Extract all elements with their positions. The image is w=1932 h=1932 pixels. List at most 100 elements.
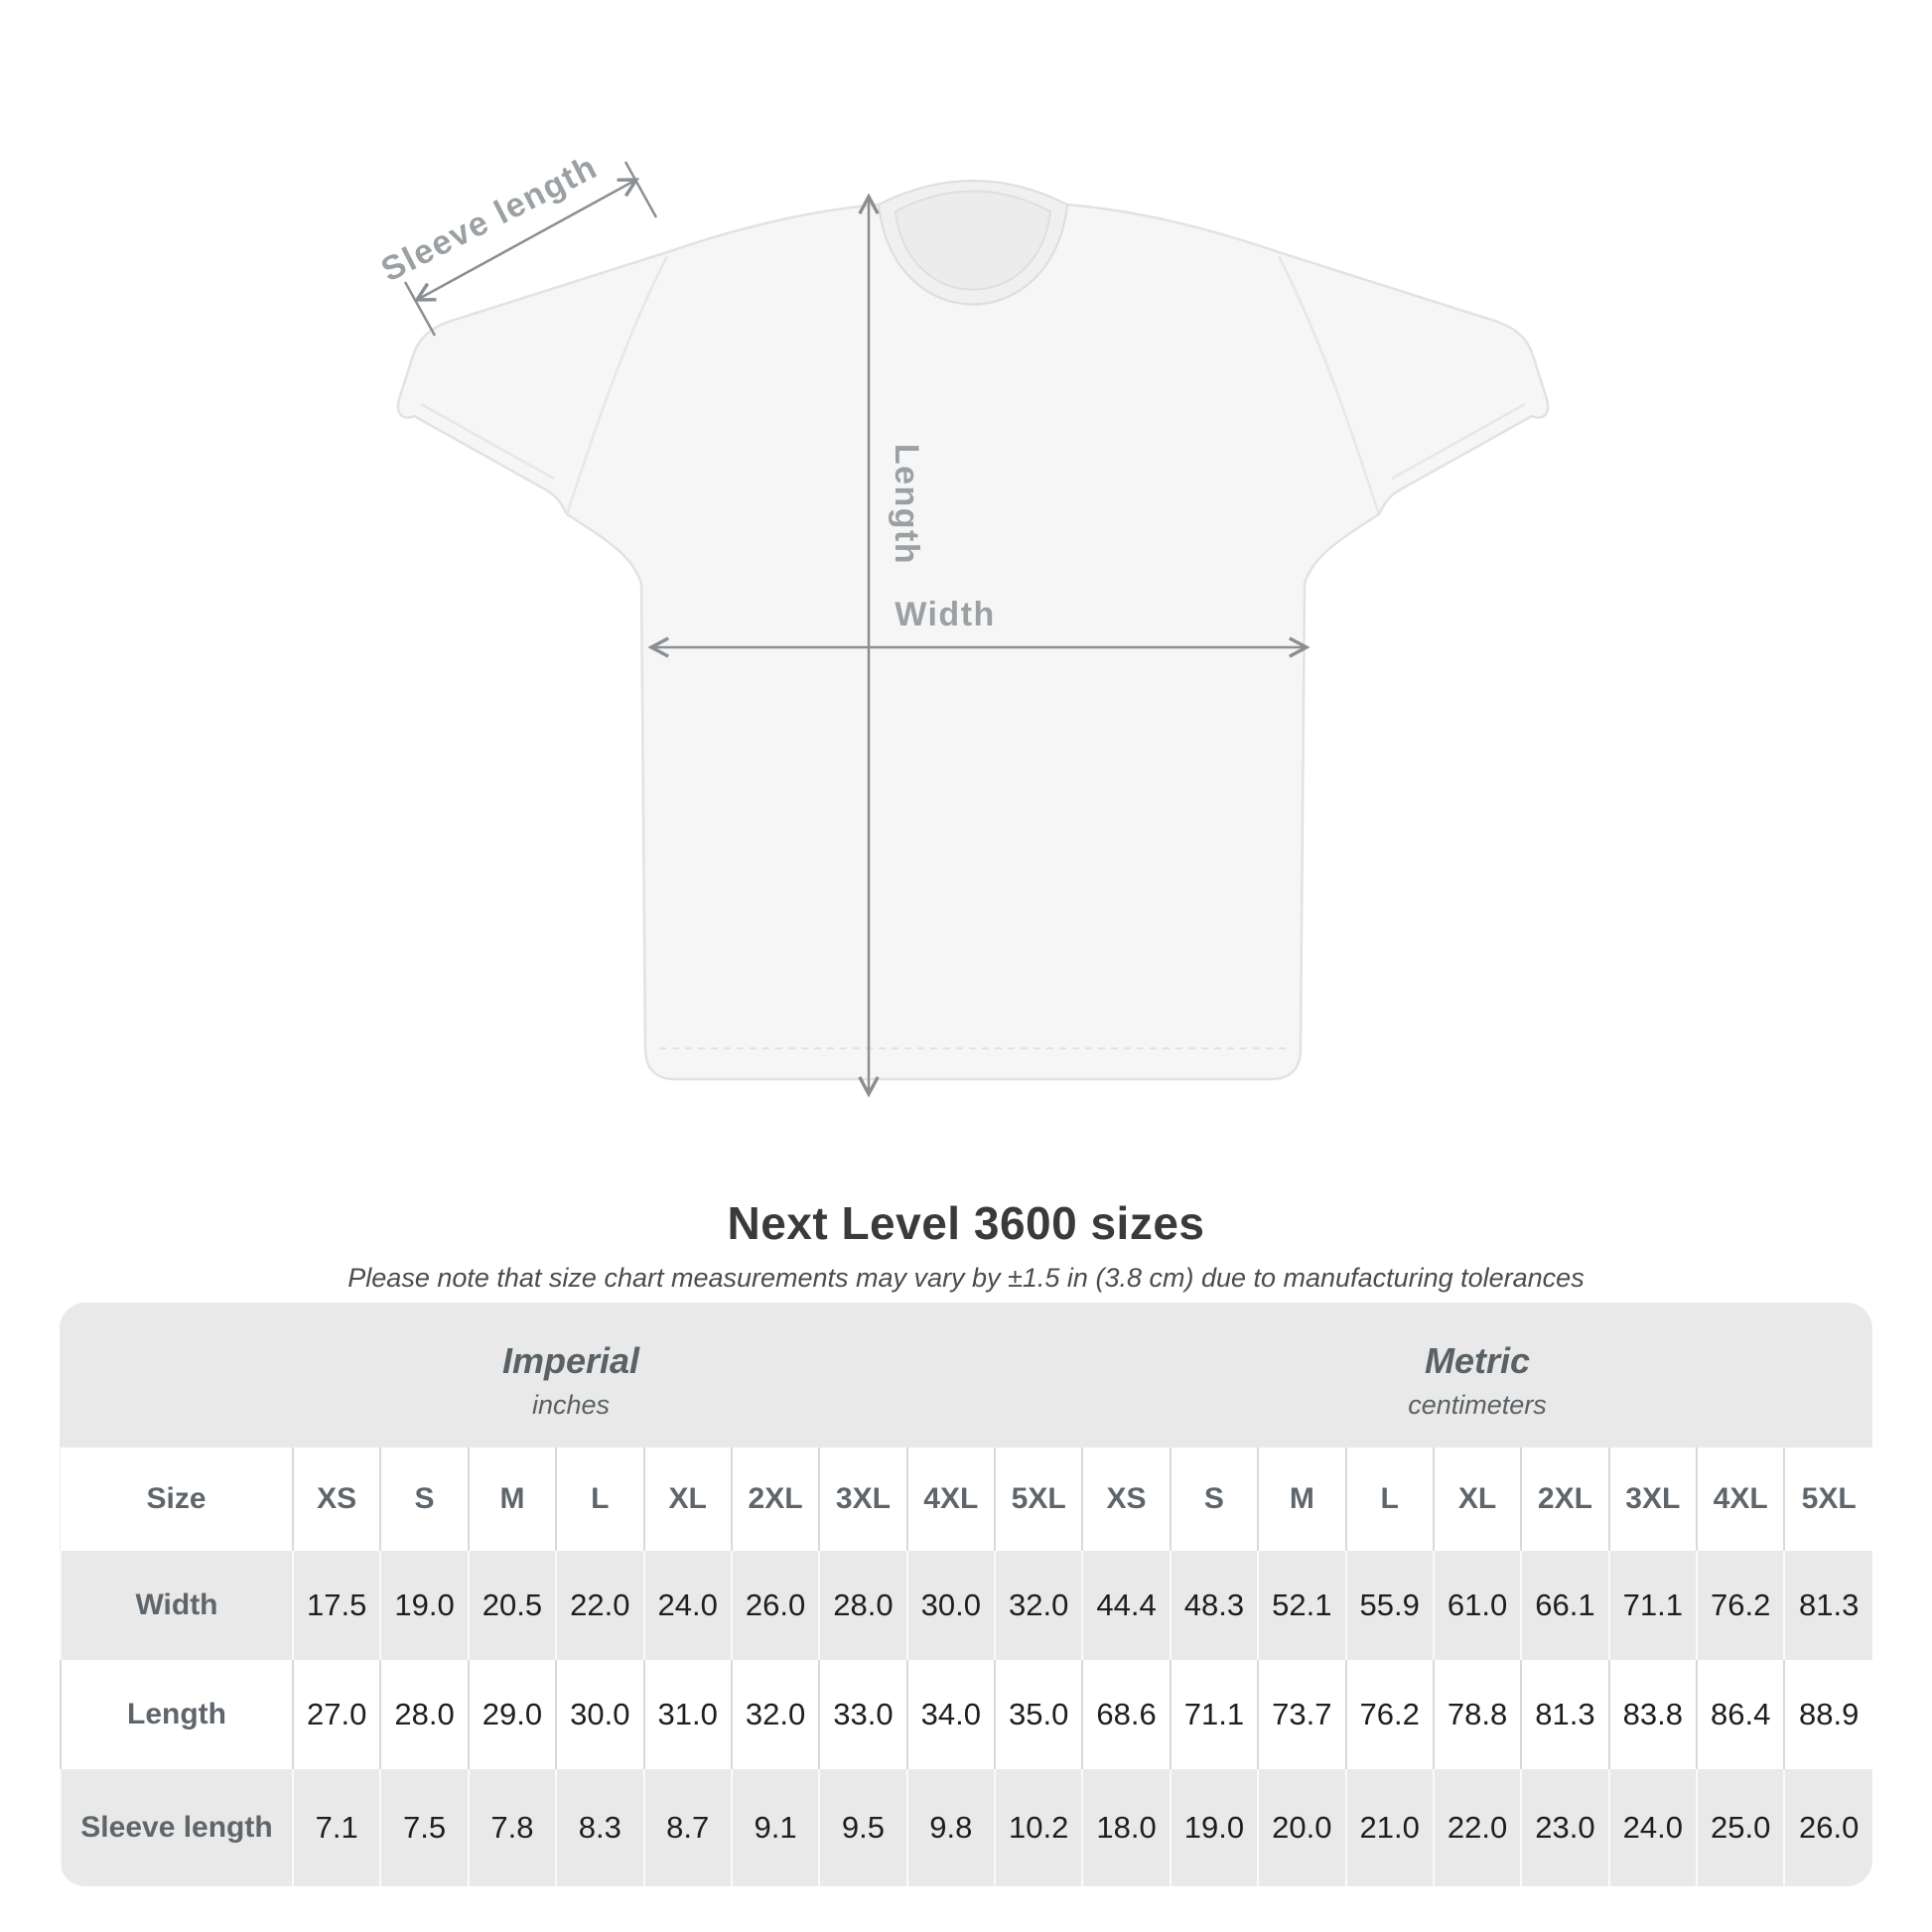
- size-col-imperial-xs: XS: [291, 1448, 381, 1551]
- size-col-imperial-3xl: 3XL: [818, 1448, 907, 1551]
- size-col-imperial-xl: XL: [642, 1448, 732, 1551]
- size-col-metric-5xl: 5XL: [1783, 1448, 1872, 1551]
- unit-header-metric: Metric centimeters: [1082, 1303, 1872, 1448]
- width-imperial-3xl: 28.0: [818, 1551, 907, 1660]
- sleeve-imperial-m: 7.8: [467, 1769, 557, 1886]
- size-col-metric-3xl: 3XL: [1607, 1448, 1697, 1551]
- sleeve-imperial-s: 7.5: [379, 1769, 469, 1886]
- unit-header-imperial: Imperial inches: [60, 1303, 1082, 1448]
- length-metric-4xl: 86.4: [1695, 1660, 1785, 1769]
- length-imperial-xl: 31.0: [642, 1660, 732, 1769]
- width-row: Width 17.5 19.0 20.5 22.0 24.0 26.0 28.0…: [60, 1551, 1872, 1660]
- size-col-metric-2xl: 2XL: [1520, 1448, 1609, 1551]
- sleeve-metric-4xl: 25.0: [1695, 1769, 1785, 1886]
- armhole-seam-right: [1277, 255, 1381, 515]
- length-imperial-xs: 27.0: [291, 1660, 381, 1769]
- width-metric-xl: 61.0: [1432, 1551, 1522, 1660]
- length-row: Length 27.0 28.0 29.0 30.0 31.0 32.0 33.…: [60, 1660, 1872, 1769]
- length-metric-5xl: 88.9: [1783, 1660, 1872, 1769]
- sleeve-hem-seam-left: [420, 402, 555, 481]
- size-col-imperial-5xl: 5XL: [993, 1448, 1083, 1551]
- sleeve-hem-seam-right: [1391, 402, 1526, 481]
- width-metric-5xl: 81.3: [1783, 1551, 1872, 1660]
- page-title: Next Level 3600 sizes: [727, 1197, 1205, 1249]
- sleeve-metric-l: 21.0: [1344, 1769, 1434, 1886]
- size-col-imperial-s: S: [379, 1448, 469, 1551]
- sleeve-imperial-4xl: 9.8: [905, 1769, 995, 1886]
- width-metric-3xl: 71.1: [1607, 1551, 1697, 1660]
- imperial-title: Imperial: [501, 1339, 640, 1381]
- width-metric-s: 48.3: [1169, 1551, 1259, 1660]
- length-metric-xl: 78.8: [1432, 1660, 1522, 1769]
- length-label: Length: [888, 444, 925, 565]
- width-metric-m: 52.1: [1257, 1551, 1346, 1660]
- width-imperial-4xl: 30.0: [905, 1551, 995, 1660]
- size-col-imperial-4xl: 4XL: [905, 1448, 995, 1551]
- sleeve-length-arrow: [403, 161, 658, 337]
- size-header-row: Size XS S M L XL 2XL 3XL 4XL 5XL XS S M …: [61, 1448, 1872, 1551]
- armhole-seam-left: [565, 255, 669, 515]
- width-metric-l: 55.9: [1344, 1551, 1434, 1660]
- metric-title: Metric: [1424, 1339, 1531, 1381]
- width-imperial-s: 19.0: [379, 1551, 469, 1660]
- size-col-imperial-l: L: [555, 1448, 644, 1551]
- sleeve-tick-upper: [623, 161, 658, 218]
- sleeve-imperial-2xl: 9.1: [730, 1769, 820, 1886]
- size-col-metric-4xl: 4XL: [1695, 1448, 1785, 1551]
- width-imperial-5xl: 32.0: [993, 1551, 1083, 1660]
- size-table: Size XS S M L XL 2XL 3XL 4XL 5XL XS S M …: [60, 1448, 1872, 1886]
- sleeve-metric-s: 19.0: [1169, 1769, 1259, 1886]
- width-imperial-l: 22.0: [555, 1551, 644, 1660]
- sleeve-imperial-xs: 7.1: [291, 1769, 381, 1886]
- length-row-label: Length: [60, 1660, 293, 1769]
- size-col-metric-l: L: [1344, 1448, 1434, 1551]
- width-imperial-xs: 17.5: [291, 1551, 381, 1660]
- size-col-imperial-2xl: 2XL: [730, 1448, 820, 1551]
- length-metric-xs: 68.6: [1081, 1660, 1171, 1769]
- sleeve-length-label: Sleeve length: [375, 148, 604, 289]
- sleeve-metric-2xl: 23.0: [1520, 1769, 1609, 1886]
- length-imperial-5xl: 35.0: [993, 1660, 1083, 1769]
- unit-header-row: Imperial inches Metric centimeters: [60, 1303, 1872, 1448]
- length-metric-2xl: 81.3: [1520, 1660, 1609, 1769]
- length-metric-m: 73.7: [1257, 1660, 1346, 1769]
- sleeve-imperial-5xl: 10.2: [993, 1769, 1083, 1886]
- sleeve-length-row: Sleeve length 7.1 7.5 7.8 8.3 8.7 9.1 9.…: [60, 1769, 1872, 1886]
- sleeve-metric-m: 20.0: [1257, 1769, 1346, 1886]
- sleeve-imperial-3xl: 9.5: [818, 1769, 907, 1886]
- sleeve-imperial-l: 8.3: [555, 1769, 644, 1886]
- length-imperial-2xl: 32.0: [730, 1660, 820, 1769]
- size-col-metric-xl: XL: [1432, 1448, 1522, 1551]
- size-col-metric-xs: XS: [1081, 1448, 1171, 1551]
- size-chart-card: Imperial inches Metric centimeters Size …: [60, 1303, 1872, 1886]
- length-imperial-4xl: 34.0: [905, 1660, 995, 1769]
- metric-unit: centimeters: [1408, 1389, 1547, 1420]
- size-corner-label: Size: [146, 1482, 207, 1515]
- sleeve-metric-xs: 18.0: [1081, 1769, 1171, 1886]
- width-row-label: Width: [60, 1551, 293, 1660]
- sleeve-metric-5xl: 26.0: [1783, 1769, 1872, 1886]
- sleeve-metric-3xl: 24.0: [1607, 1769, 1697, 1886]
- sleeve-row-label: Sleeve length: [60, 1769, 293, 1886]
- width-imperial-xl: 24.0: [642, 1551, 732, 1660]
- length-imperial-l: 30.0: [555, 1660, 644, 1769]
- sleeve-tick-lower: [403, 281, 437, 337]
- length-metric-l: 76.2: [1344, 1660, 1434, 1769]
- length-metric-s: 71.1: [1169, 1660, 1259, 1769]
- width-imperial-2xl: 26.0: [730, 1551, 820, 1660]
- size-col-metric-s: S: [1169, 1448, 1259, 1551]
- length-imperial-s: 28.0: [379, 1660, 469, 1769]
- width-label: Width: [895, 596, 996, 633]
- imperial-unit: inches: [531, 1389, 611, 1420]
- width-imperial-m: 20.5: [467, 1551, 557, 1660]
- length-imperial-m: 29.0: [467, 1660, 557, 1769]
- width-metric-xs: 44.4: [1081, 1551, 1171, 1660]
- collar-opening: [894, 190, 1052, 291]
- width-metric-2xl: 66.1: [1520, 1551, 1609, 1660]
- shirt-diagram: Sleeve length Length Width: [375, 148, 1550, 1098]
- size-col-imperial-m: M: [467, 1448, 557, 1551]
- length-metric-3xl: 83.8: [1607, 1660, 1697, 1769]
- width-metric-4xl: 76.2: [1695, 1551, 1785, 1660]
- size-col-metric-m: M: [1257, 1448, 1346, 1551]
